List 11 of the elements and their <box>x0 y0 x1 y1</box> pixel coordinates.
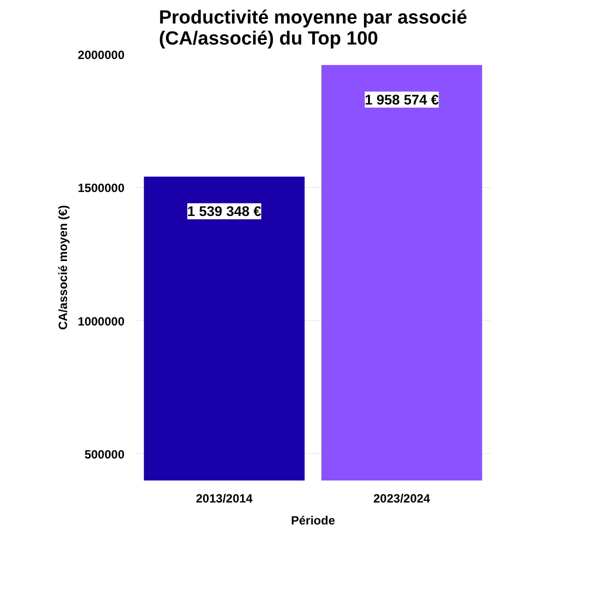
data-label: 1 958 574 € <box>364 92 439 108</box>
y-tick-label: 1000000 <box>78 314 125 328</box>
x-axis-title: Période <box>290 514 336 528</box>
y-axis-title: CA/associé moyen (€) <box>56 205 70 330</box>
x-tick-label: 2023/2024 <box>373 492 430 506</box>
y-tick-label: 2000000 <box>78 48 125 62</box>
chart-title: Productivité moyenne par associé (CA/associé) du Top 100 <box>158 8 468 50</box>
y-tick-label: 500000 <box>84 447 125 462</box>
y-tick-label: 1500000 <box>78 181 125 196</box>
x-tick-label: 2013/2014 <box>196 492 253 506</box>
data-label: 1 539 348 € <box>187 203 262 220</box>
